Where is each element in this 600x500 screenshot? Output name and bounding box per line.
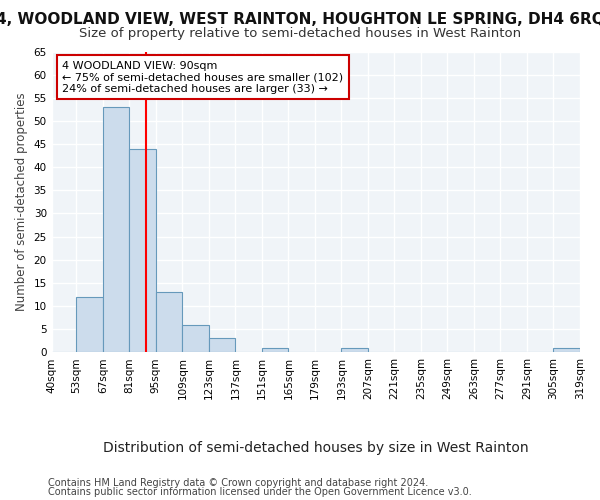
Bar [341,348,368,352]
Text: Contains public sector information licensed under the Open Government Licence v3: Contains public sector information licen… [48,487,472,497]
Y-axis label: Number of semi-detached properties: Number of semi-detached properties [15,92,28,311]
Text: 4 WOODLAND VIEW: 90sqm
← 75% of semi-detached houses are smaller (102)
24% of se: 4 WOODLAND VIEW: 90sqm ← 75% of semi-det… [62,60,343,94]
Text: Size of property relative to semi-detached houses in West Rainton: Size of property relative to semi-detach… [79,28,521,40]
Text: Contains HM Land Registry data © Crown copyright and database right 2024.: Contains HM Land Registry data © Crown c… [48,478,428,488]
Bar [553,348,580,352]
Bar [103,107,130,352]
X-axis label: Distribution of semi-detached houses by size in West Rainton: Distribution of semi-detached houses by … [103,441,529,455]
Bar [76,297,103,352]
Bar [130,148,156,352]
Bar [262,348,289,352]
Bar [182,324,209,352]
Text: 4, WOODLAND VIEW, WEST RAINTON, HOUGHTON LE SPRING, DH4 6RQ: 4, WOODLAND VIEW, WEST RAINTON, HOUGHTON… [0,12,600,28]
Bar [156,292,182,352]
Bar [209,338,235,352]
